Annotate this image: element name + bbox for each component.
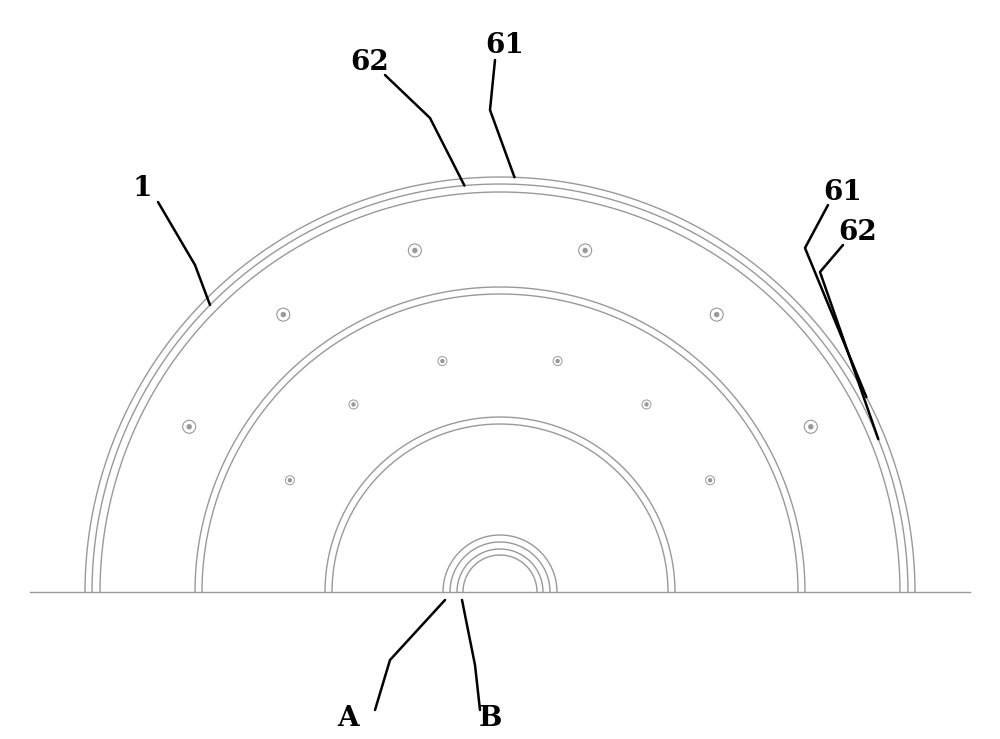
Circle shape: [809, 425, 813, 429]
Circle shape: [709, 479, 712, 482]
Circle shape: [288, 479, 291, 482]
Circle shape: [583, 248, 587, 253]
Text: 61: 61: [486, 32, 524, 58]
Text: 62: 62: [839, 219, 877, 245]
Circle shape: [352, 403, 355, 406]
Text: A: A: [337, 704, 359, 732]
Circle shape: [413, 248, 417, 253]
Text: 61: 61: [824, 179, 862, 205]
Text: B: B: [478, 704, 502, 732]
Text: 62: 62: [351, 49, 389, 75]
Circle shape: [556, 360, 559, 363]
Circle shape: [441, 360, 444, 363]
Circle shape: [187, 425, 191, 429]
Circle shape: [281, 313, 285, 316]
Circle shape: [715, 313, 719, 316]
Text: 1: 1: [132, 174, 152, 202]
Circle shape: [645, 403, 648, 406]
